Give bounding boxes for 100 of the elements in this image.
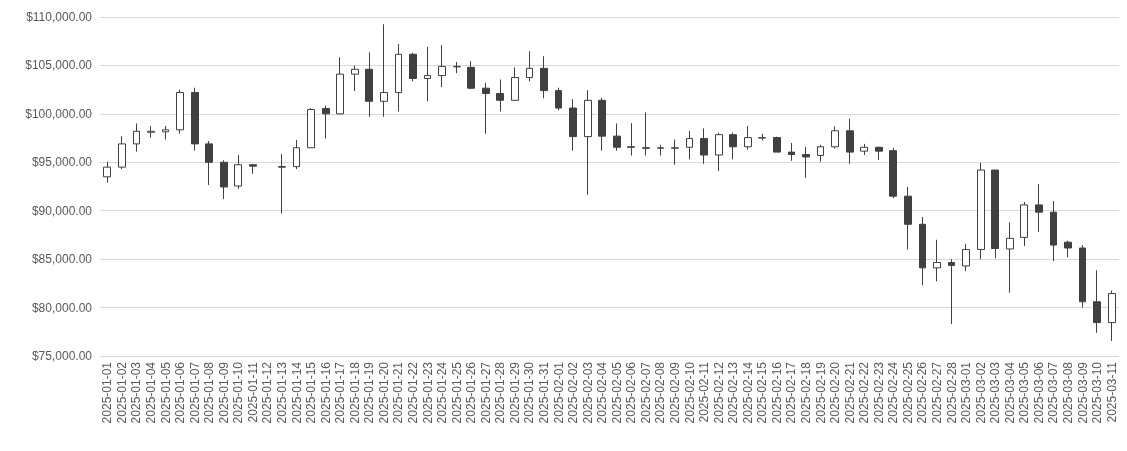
x-tick-label: 2025-02-13: [726, 361, 741, 424]
x-tick-label: 2025-02-09: [668, 361, 683, 424]
x-tick-label: 2025-02-08: [653, 361, 668, 424]
x-tick-label: 2025-02-11: [697, 361, 712, 423]
x-tick-label: 2025-01-07: [187, 361, 202, 424]
x-tick-label: 2025-01-26: [464, 361, 479, 424]
x-tick-label: 2025-01-10: [231, 361, 246, 424]
candlestick: [1064, 240, 1072, 258]
x-tick-label: 2025-02-25: [900, 361, 915, 424]
candlestick: [1050, 200, 1057, 262]
candlestick: [103, 161, 111, 184]
x-tick-label: 2025-03-01: [959, 361, 974, 424]
candlestick: [540, 55, 548, 99]
candlestick: [889, 147, 897, 199]
x-tick-label: 2025-01-18: [347, 361, 362, 424]
x-tick-label: 2025-01-15: [304, 361, 319, 424]
candlestick: [788, 142, 795, 162]
candlestick: [875, 146, 883, 161]
candlestick: [598, 97, 606, 152]
candlestick: [831, 125, 839, 150]
candlestick: [671, 139, 679, 166]
x-tick-label: 2025-03-06: [1031, 361, 1046, 424]
candlestick: [336, 56, 344, 115]
candlestick: [278, 153, 286, 215]
y-tick-label: $75,000.00: [31, 349, 93, 363]
candlestick: [307, 107, 315, 149]
x-tick-label: 2025-01-11: [245, 361, 260, 423]
candlestick: [933, 239, 941, 282]
x-tick-label: 2025-02-19: [813, 361, 828, 424]
candlestick: [904, 186, 912, 250]
x-tick-label: 2025-03-09: [1075, 361, 1090, 424]
x-tick-label: 2025-03-02: [973, 361, 988, 424]
candlestick: [409, 52, 417, 82]
x-tick-label: 2025-03-04: [1002, 361, 1017, 424]
candlestick: [147, 125, 155, 139]
candlestick: [1020, 201, 1028, 247]
x-tick-label: 2025-01-04: [143, 361, 158, 424]
x-tick-label: 2025-02-21: [842, 361, 857, 424]
candlestick: [205, 140, 213, 186]
x-tick-label: 2025-03-08: [1061, 361, 1076, 424]
x-tick-label: 2025-02-07: [638, 361, 653, 424]
x-tick-label: 2025-02-17: [784, 361, 799, 424]
candlestick: [584, 89, 592, 196]
candlestick: [700, 127, 708, 165]
candlestick: [1006, 221, 1014, 294]
candlestick: [729, 132, 737, 160]
x-tick-label: 2025-01-14: [289, 361, 304, 424]
candlestick: [1093, 269, 1101, 334]
candlestick: [817, 144, 824, 163]
candlestick: [118, 135, 126, 170]
candlestick: [919, 216, 926, 286]
x-tick-label: 2025-02-24: [886, 361, 901, 424]
candlestick: [846, 118, 854, 165]
x-tick-label: 2025-02-20: [828, 361, 843, 424]
candlestick: [860, 143, 868, 156]
x-tick-label: 2025-02-02: [566, 361, 581, 424]
candlestick: [234, 154, 242, 190]
x-tick-label: 2025-02-04: [595, 361, 610, 424]
candlestick: [569, 98, 577, 152]
x-tick-label: 2025-01-25: [449, 361, 464, 424]
candlestick: [555, 87, 562, 111]
y-tick-label: $110,000.00: [26, 10, 93, 24]
x-tick-label: 2025-01-06: [173, 361, 188, 424]
x-tick-label: 2025-02-18: [799, 361, 814, 424]
candlestick: [176, 89, 184, 135]
candlestick: [977, 162, 985, 260]
x-tick-label: 2025-01-29: [507, 361, 522, 424]
y-tick-label: $90,000.00: [31, 203, 93, 218]
x-tick-label: 2025-02-01: [551, 361, 566, 424]
candlestick: [526, 50, 533, 82]
x-tick-label: 2025-02-05: [609, 361, 624, 424]
x-tick-label: 2025-02-15: [755, 361, 770, 424]
x-tick-label: 2025-01-03: [129, 361, 144, 424]
y-tick-label: $105,000.00: [25, 58, 93, 73]
x-tick-label: 2025-02-12: [711, 361, 726, 424]
x-tick-label: 2025-01-21: [391, 361, 406, 424]
x-tick-label: 2025-02-23: [871, 361, 886, 424]
candlestick: [715, 132, 723, 172]
candlestick: [511, 66, 519, 101]
candlestick: [293, 139, 300, 170]
x-tick-label: 2025-03-10: [1090, 361, 1105, 424]
candlestick: [133, 123, 140, 153]
x-tick-label: 2025-03-05: [1017, 361, 1032, 424]
x-tick-label: 2025-03-07: [1046, 361, 1061, 424]
x-tick-label: 2025-01-08: [202, 361, 217, 424]
x-tick-label: 2025-02-22: [857, 361, 872, 424]
x-tick-label: 2025-02-14: [740, 361, 755, 424]
x-tick-label: 2025-01-16: [318, 361, 333, 424]
y-tick-label: $100,000.00: [25, 106, 93, 121]
x-tick-label: 2025-03-03: [988, 361, 1003, 424]
x-tick-label: 2025-02-10: [682, 361, 697, 424]
x-tick-label: 2025-01-22: [405, 361, 420, 424]
x-tick-label: 2025-01-01: [100, 361, 115, 424]
x-tick-label: 2025-01-13: [274, 361, 289, 424]
candlestick: [802, 146, 810, 179]
x-tick-label: 2025-02-06: [624, 361, 639, 424]
candlestick: [744, 125, 752, 151]
x-tick-label: 2025-02-27: [930, 361, 945, 424]
candlestick: [991, 169, 999, 259]
candlestick: [657, 144, 664, 157]
